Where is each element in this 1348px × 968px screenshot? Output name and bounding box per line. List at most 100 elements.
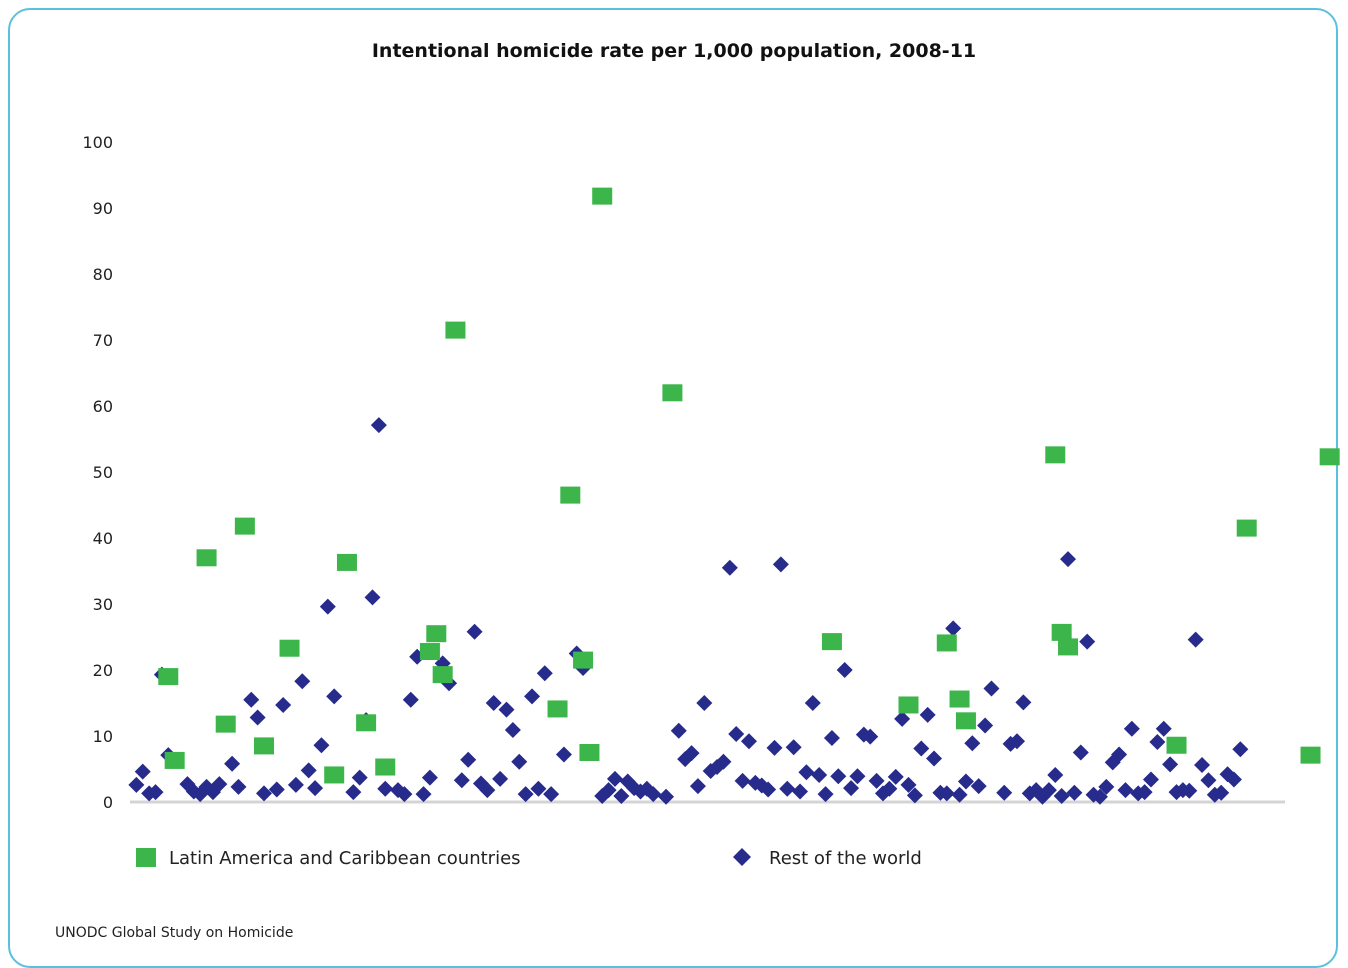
point-rest-of-world bbox=[492, 771, 508, 787]
point-rest-of-world bbox=[275, 697, 291, 713]
point-rest-of-world bbox=[224, 756, 240, 772]
point-rest-of-world bbox=[1162, 756, 1178, 772]
point-rest-of-world bbox=[422, 770, 438, 786]
point-rest-of-world bbox=[779, 781, 795, 797]
point-latin-america bbox=[579, 744, 599, 761]
point-rest-of-world bbox=[1149, 734, 1165, 750]
point-rest-of-world bbox=[983, 680, 999, 696]
point-rest-of-world bbox=[403, 692, 419, 708]
point-rest-of-world bbox=[767, 740, 783, 756]
point-rest-of-world bbox=[135, 764, 151, 780]
point-rest-of-world bbox=[250, 710, 266, 726]
point-latin-america bbox=[280, 640, 300, 657]
point-latin-america bbox=[950, 691, 970, 708]
point-rest-of-world bbox=[1066, 785, 1082, 801]
point-latin-america bbox=[165, 752, 185, 769]
point-latin-america bbox=[324, 766, 344, 783]
point-latin-america bbox=[662, 384, 682, 401]
point-latin-america bbox=[420, 643, 440, 660]
point-rest-of-world bbox=[971, 778, 987, 794]
y-tick-label: 90 bbox=[93, 199, 113, 218]
y-tick-label: 80 bbox=[93, 265, 113, 284]
point-rest-of-world bbox=[230, 779, 246, 795]
point-latin-america bbox=[375, 759, 395, 776]
point-latin-america bbox=[560, 487, 580, 504]
point-rest-of-world bbox=[671, 723, 687, 739]
point-latin-america bbox=[1320, 448, 1340, 465]
point-rest-of-world bbox=[1015, 694, 1031, 710]
point-rest-of-world bbox=[952, 787, 968, 803]
point-rest-of-world bbox=[1060, 551, 1076, 567]
point-rest-of-world bbox=[792, 783, 808, 799]
point-rest-of-world bbox=[524, 688, 540, 704]
point-latin-america bbox=[937, 634, 957, 651]
point-rest-of-world bbox=[505, 722, 521, 738]
point-latin-america bbox=[158, 668, 178, 685]
source-note: UNODC Global Study on Homicide bbox=[55, 925, 293, 941]
point-rest-of-world bbox=[313, 737, 329, 753]
point-rest-of-world bbox=[128, 777, 144, 793]
point-rest-of-world bbox=[977, 717, 993, 733]
point-rest-of-world bbox=[1200, 772, 1216, 788]
point-rest-of-world bbox=[1156, 721, 1172, 737]
point-rest-of-world bbox=[722, 560, 738, 576]
point-rest-of-world bbox=[830, 768, 846, 784]
point-rest-of-world bbox=[1047, 767, 1063, 783]
point-rest-of-world bbox=[1194, 757, 1210, 773]
point-latin-america bbox=[445, 322, 465, 339]
point-rest-of-world bbox=[256, 785, 272, 801]
point-rest-of-world bbox=[454, 772, 470, 788]
point-rest-of-world bbox=[773, 556, 789, 572]
point-latin-america bbox=[1237, 520, 1257, 537]
point-rest-of-world bbox=[837, 662, 853, 678]
point-latin-america bbox=[1167, 737, 1187, 754]
point-rest-of-world bbox=[498, 702, 514, 718]
legend-square-icon bbox=[136, 848, 156, 867]
point-latin-america bbox=[235, 518, 255, 535]
point-rest-of-world bbox=[1124, 721, 1140, 737]
point-rest-of-world bbox=[556, 746, 572, 762]
point-rest-of-world bbox=[301, 762, 317, 778]
point-rest-of-world bbox=[377, 781, 393, 797]
point-rest-of-world bbox=[798, 764, 814, 780]
point-rest-of-world bbox=[371, 417, 387, 433]
y-tick-label: 30 bbox=[93, 595, 113, 614]
point-latin-america bbox=[899, 696, 919, 713]
point-rest-of-world bbox=[345, 784, 361, 800]
legend-diamond-icon bbox=[733, 848, 751, 866]
point-rest-of-world bbox=[958, 774, 974, 790]
point-rest-of-world bbox=[913, 741, 929, 757]
point-rest-of-world bbox=[416, 786, 432, 802]
point-rest-of-world bbox=[735, 773, 751, 789]
legend: Latin America and Caribbean countries Re… bbox=[136, 848, 922, 869]
point-latin-america bbox=[592, 188, 612, 205]
point-latin-america bbox=[573, 652, 593, 669]
point-rest-of-world bbox=[920, 707, 936, 723]
point-rest-of-world bbox=[288, 777, 304, 793]
point-rest-of-world bbox=[811, 767, 827, 783]
point-rest-of-world bbox=[696, 695, 712, 711]
point-latin-america bbox=[822, 633, 842, 650]
point-rest-of-world bbox=[486, 695, 502, 711]
point-rest-of-world bbox=[352, 770, 368, 786]
point-rest-of-world bbox=[964, 735, 980, 751]
point-rest-of-world bbox=[690, 778, 706, 794]
point-rest-of-world bbox=[364, 589, 380, 605]
point-rest-of-world bbox=[1073, 745, 1089, 761]
y-tick-label: 50 bbox=[93, 463, 113, 482]
point-rest-of-world bbox=[945, 620, 961, 636]
point-latin-america bbox=[548, 700, 568, 717]
y-tick-label: 70 bbox=[93, 331, 113, 350]
point-rest-of-world bbox=[269, 781, 285, 797]
point-rest-of-world bbox=[467, 624, 483, 640]
point-rest-of-world bbox=[320, 599, 336, 615]
point-latin-america bbox=[433, 666, 453, 683]
point-rest-of-world bbox=[243, 692, 259, 708]
data-marks bbox=[128, 188, 1339, 805]
point-latin-america bbox=[1301, 747, 1321, 764]
point-rest-of-world bbox=[326, 688, 342, 704]
legend-label-rest-of-world: Rest of the world bbox=[769, 848, 922, 869]
point-latin-america bbox=[197, 549, 217, 566]
legend-label-latin-america: Latin America and Caribbean countries bbox=[169, 848, 521, 869]
point-rest-of-world bbox=[1188, 632, 1204, 648]
